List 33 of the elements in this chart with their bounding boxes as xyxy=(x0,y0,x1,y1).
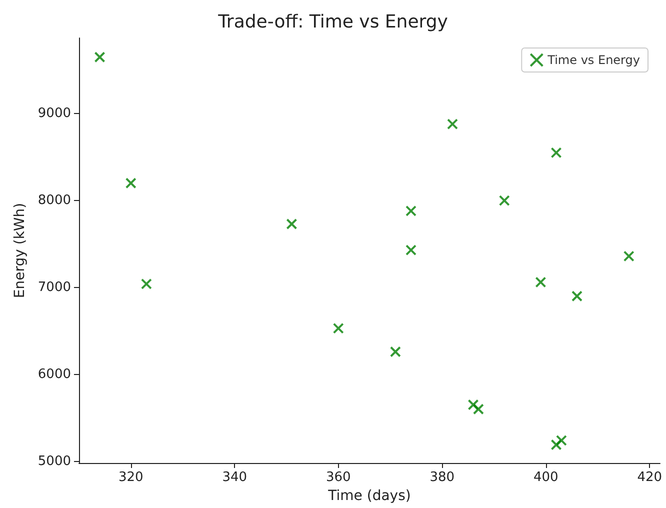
point xyxy=(406,205,416,216)
point xyxy=(572,290,582,302)
y-tick-label: 9000 xyxy=(38,106,71,122)
x-tick-label: 400 xyxy=(533,470,558,485)
y-tick-label: 6000 xyxy=(38,366,71,382)
x-tick-label: 420 xyxy=(637,470,662,485)
x-tick-label: 320 xyxy=(118,470,144,485)
legend-label: Time vs Energy xyxy=(546,53,640,67)
point xyxy=(140,278,152,290)
y-tick-label: 5000 xyxy=(38,454,71,469)
chart-title: Trade-off: Time vs Energy xyxy=(217,12,448,32)
y-axis-title: Energy (kWh) xyxy=(12,202,28,298)
point xyxy=(286,218,298,230)
point xyxy=(498,195,510,206)
point xyxy=(125,178,136,189)
point xyxy=(623,250,634,262)
point xyxy=(447,118,458,130)
y-tick-label: 7000 xyxy=(38,280,71,295)
point xyxy=(468,399,479,410)
point xyxy=(550,147,562,158)
point xyxy=(332,322,344,334)
point xyxy=(472,404,484,415)
point xyxy=(94,52,106,63)
point xyxy=(390,346,401,358)
point xyxy=(535,276,546,288)
x-tick-label: 380 xyxy=(430,470,455,485)
point xyxy=(406,244,416,256)
y-tick-label: 8000 xyxy=(38,193,71,208)
x-tick-label: 340 xyxy=(222,470,248,485)
point xyxy=(556,434,567,446)
x-tick-label: 360 xyxy=(326,470,351,485)
x-axis-title: Time (days) xyxy=(327,488,411,504)
point xyxy=(550,439,562,450)
